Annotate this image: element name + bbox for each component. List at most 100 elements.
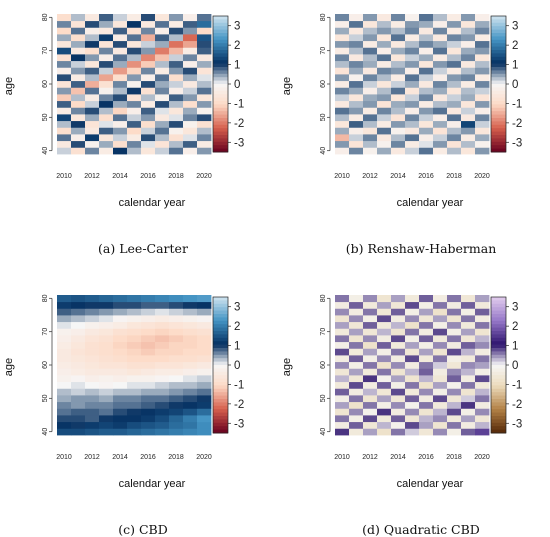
heatmap-cell — [447, 40, 462, 48]
heatmap-cell — [113, 335, 128, 343]
heatmap-cell — [99, 60, 114, 68]
colorbar-segment — [213, 300, 228, 305]
heatmap-cell — [183, 34, 198, 42]
heatmap-cell — [85, 428, 100, 436]
heatmap-cell — [335, 301, 350, 309]
heatmap-cell — [363, 375, 378, 383]
heatmap-cell — [419, 401, 434, 409]
heatmap-cell — [85, 415, 100, 423]
heatmap-cell — [99, 47, 114, 55]
x-tick-label: 2014 — [390, 454, 406, 461]
heatmap-cell — [85, 395, 100, 403]
heatmap-cell — [405, 40, 420, 48]
colorbar-segment — [491, 382, 506, 386]
heatmap-cell — [57, 100, 72, 108]
heatmap-cell — [461, 94, 476, 102]
heatmap-cell — [57, 34, 72, 42]
heatmap-cell — [127, 74, 142, 82]
heatmap-cell — [349, 14, 364, 22]
heatmap-cell — [155, 355, 170, 363]
heatmap-cell — [71, 20, 86, 28]
heatmap-cell — [113, 375, 128, 383]
y-tick-label: 70 — [320, 47, 327, 55]
heatmap-cell — [475, 421, 490, 429]
heatmap-cell — [349, 80, 364, 88]
heatmap-cell — [461, 54, 476, 62]
colorbar-segment — [491, 358, 506, 363]
heatmap-cell — [169, 127, 184, 135]
heatmap-cell — [155, 308, 170, 316]
colorbar-segment — [213, 33, 228, 37]
heatmap-cell — [475, 74, 490, 82]
heatmap-cell — [155, 348, 170, 356]
heatmap-cell — [113, 341, 128, 349]
heatmap-cell — [447, 67, 462, 75]
heatmap-cell — [141, 428, 156, 436]
colorbar-segment — [213, 43, 228, 48]
heatmap-cell — [363, 40, 378, 48]
heatmap-cell — [391, 114, 406, 122]
heatmap-cell — [363, 100, 378, 108]
colorbar-segment — [213, 426, 228, 431]
heatmap-cell — [197, 60, 212, 68]
heatmap-cell — [363, 47, 378, 55]
heatmap-cell — [447, 140, 462, 148]
y-axis: 40 50 60 70 80 age — [281, 294, 331, 436]
heatmap-cell — [155, 34, 170, 42]
heatmap-cell — [475, 54, 490, 62]
heatmap-cell — [461, 114, 476, 122]
heatmap-cell — [363, 94, 378, 102]
panel-caption: (d) Quadratic CBD — [362, 522, 480, 537]
heatmap-cell — [169, 74, 184, 82]
colorbar: 3 2 1 0 -1 -2 -3 — [490, 296, 522, 434]
heatmap-cell — [197, 107, 212, 115]
heatmap-cell — [183, 94, 198, 102]
heatmap-cell — [475, 87, 490, 95]
heatmap-cell — [377, 315, 392, 323]
heatmap-cell — [71, 368, 86, 376]
heatmap-cell — [405, 34, 420, 42]
heatmap-cell — [57, 415, 72, 423]
panel-caption: (a) Lee-Carter — [98, 241, 188, 256]
heatmap-cell — [85, 120, 100, 128]
colorbar-segment — [491, 412, 506, 417]
heatmap-cell — [391, 361, 406, 369]
colorbar-segment — [491, 388, 506, 393]
x-axis: 2010 2012 2014 2016 2018 2020 calendar year — [56, 173, 212, 209]
heatmap-cell — [447, 134, 462, 142]
x-tick-label: 2018 — [446, 454, 462, 461]
heatmap-cell — [433, 74, 448, 82]
heatmap-cell — [363, 20, 378, 28]
heatmap-cell — [169, 27, 184, 35]
heatmap-cell — [391, 127, 406, 135]
heatmap-cell — [57, 361, 72, 369]
heatmap-cell — [113, 408, 128, 416]
heatmap-cell — [85, 67, 100, 75]
heatmap-cell — [141, 20, 156, 28]
colorbar-segment — [213, 26, 228, 31]
heatmap-cell — [405, 401, 420, 409]
heatmap-cell — [71, 134, 86, 142]
heatmap-cell — [363, 328, 378, 336]
heatmap-cell — [99, 335, 114, 343]
heatmap-cell — [183, 80, 198, 88]
colorbar-tick-label: -2 — [234, 118, 244, 130]
heatmap-cell — [71, 361, 86, 369]
heatmap-panel-2: 40 50 60 70 80 age 2010 2012 2014 2016 2018 2020 cal… — [281, 13, 522, 256]
heatmap-cell — [377, 295, 392, 303]
y-tick-label: 50 — [42, 113, 49, 121]
heatmap-cell — [461, 60, 476, 68]
x-tick-label: 2018 — [168, 173, 184, 180]
heatmap-cell — [183, 395, 198, 403]
heatmap-cell — [363, 308, 378, 316]
heatmap-cell — [335, 134, 350, 142]
colorbar-segment — [491, 314, 506, 318]
heatmap-cell — [405, 328, 420, 336]
heatmap-cell — [155, 301, 170, 309]
x-tick-label: 2010 — [56, 173, 72, 180]
heatmap-cell — [447, 415, 462, 423]
colorbar-segment — [213, 344, 228, 349]
heatmap-cell — [419, 74, 434, 82]
heatmap-cell — [335, 375, 350, 383]
heatmap-cell — [363, 127, 378, 135]
